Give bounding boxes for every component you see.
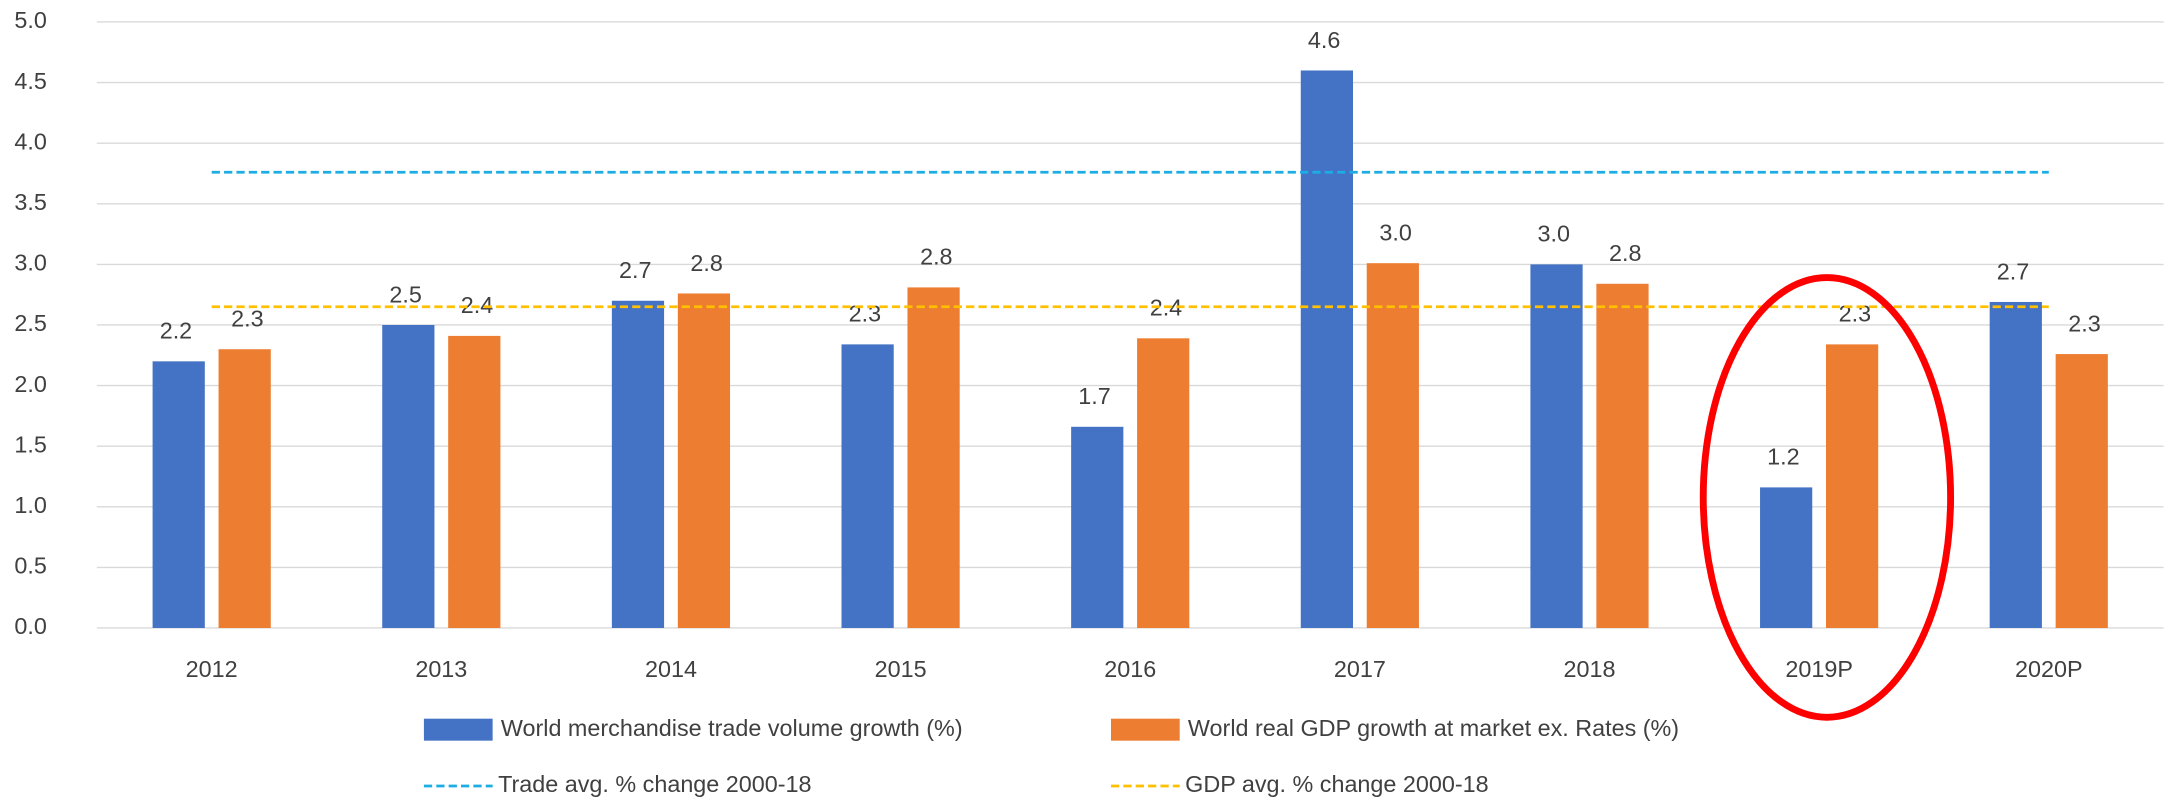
highlight-ellipse bbox=[1699, 274, 1955, 721]
bar bbox=[1989, 301, 2042, 628]
legend-label: World merchandise trade volume growth (%… bbox=[501, 715, 963, 741]
data-label: 1.2 bbox=[1767, 444, 1799, 470]
data-label: 2.3 bbox=[2068, 310, 2100, 336]
x-tick-label: 2015 bbox=[875, 656, 927, 682]
bar bbox=[1366, 263, 1419, 628]
data-label: 1.7 bbox=[1078, 383, 1110, 409]
data-label: 2.3 bbox=[1839, 301, 1871, 327]
data-label: 2.4 bbox=[461, 292, 493, 318]
legend-swatch bbox=[423, 718, 493, 741]
bar bbox=[218, 349, 271, 628]
data-label: 2.7 bbox=[619, 257, 651, 283]
data-label: 4.6 bbox=[1308, 27, 1340, 53]
data-label: 2.3 bbox=[849, 301, 881, 327]
y-tick-label: 3.0 bbox=[14, 250, 46, 276]
x-tick-label: 2013 bbox=[415, 656, 467, 682]
legend-label: GDP avg. % change 2000-18 bbox=[1185, 771, 1488, 797]
x-tick-label: 2017 bbox=[1334, 656, 1386, 682]
x-tick-label: 2020P bbox=[2015, 656, 2083, 682]
x-tick-label: 2018 bbox=[1564, 656, 1616, 682]
data-label: 2.5 bbox=[389, 281, 421, 307]
y-tick-label: 3.5 bbox=[14, 189, 46, 215]
bar bbox=[1596, 283, 1649, 628]
bar bbox=[382, 324, 435, 628]
bar bbox=[1071, 426, 1124, 628]
bar bbox=[907, 287, 960, 628]
y-tick-label: 4.5 bbox=[14, 68, 46, 94]
x-tick-label: 2019P bbox=[1785, 656, 1853, 682]
data-label: 3.0 bbox=[1538, 221, 1570, 247]
y-tick-label: 5.0 bbox=[14, 7, 46, 33]
x-tick-label: 2016 bbox=[1104, 656, 1156, 682]
bar bbox=[1137, 338, 1190, 628]
y-tick-label: 1.5 bbox=[14, 431, 46, 457]
bar bbox=[2055, 354, 2108, 628]
y-tick-label: 0.5 bbox=[14, 553, 46, 579]
bar bbox=[152, 361, 205, 628]
data-label: 2.2 bbox=[160, 318, 192, 344]
bar bbox=[841, 344, 894, 628]
bar bbox=[1300, 70, 1353, 628]
y-tick-label: 2.0 bbox=[14, 371, 46, 397]
bar bbox=[677, 293, 731, 628]
bar bbox=[611, 300, 665, 628]
y-tick-label: 1.0 bbox=[14, 492, 46, 518]
legend-swatch bbox=[1110, 718, 1180, 741]
data-label: 2.8 bbox=[1609, 240, 1641, 266]
data-label: 3.0 bbox=[1379, 219, 1411, 245]
bar bbox=[1826, 344, 1879, 628]
legend-label: Trade avg. % change 2000-18 bbox=[498, 771, 811, 797]
data-label: 2.3 bbox=[231, 306, 263, 332]
y-tick-label: 4.0 bbox=[14, 128, 46, 154]
data-label: 2.8 bbox=[690, 250, 722, 276]
legend-label: World real GDP growth at market ex. Rate… bbox=[1188, 715, 1679, 741]
x-tick-label: 2012 bbox=[186, 656, 238, 682]
y-tick-label: 2.5 bbox=[14, 310, 46, 336]
bar bbox=[1760, 487, 1813, 628]
data-label: 2.8 bbox=[920, 244, 952, 270]
y-tick-label: 0.0 bbox=[14, 613, 46, 639]
bar bbox=[448, 335, 501, 628]
data-label: 2.7 bbox=[1997, 258, 2029, 284]
x-tick-label: 2014 bbox=[645, 656, 697, 682]
bar bbox=[1530, 264, 1583, 628]
